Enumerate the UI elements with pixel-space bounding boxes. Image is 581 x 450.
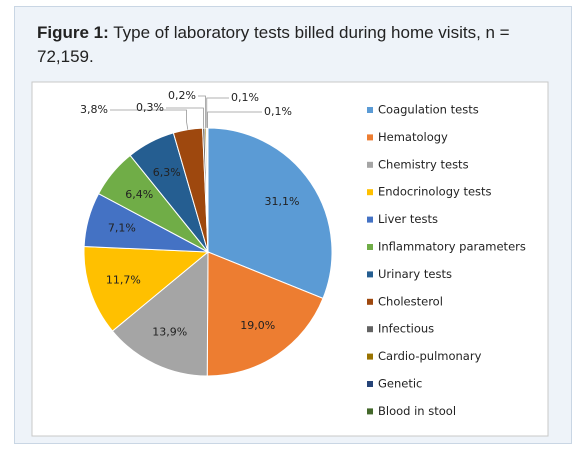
legend-swatch	[367, 298, 373, 305]
legend-swatch	[367, 161, 373, 168]
data-label: 6,3%	[153, 166, 181, 179]
legend-label: Cholesterol	[378, 294, 443, 308]
data-label: 0,1%	[264, 105, 292, 118]
data-label: 0,3%	[136, 101, 164, 114]
data-label: 13,9%	[152, 326, 187, 339]
legend-swatch	[367, 134, 373, 141]
legend-swatch	[367, 107, 373, 113]
legend-swatch	[367, 353, 373, 360]
legend-swatch	[367, 189, 373, 196]
data-label: 3,8%	[80, 103, 108, 116]
title-text: Type of laboratory tests billed during h…	[37, 23, 510, 66]
legend-swatch	[367, 271, 373, 278]
legend-label: Infectious	[378, 322, 434, 336]
legend-swatch	[367, 408, 373, 415]
data-label: 31,1%	[265, 195, 300, 208]
legend-label: Liver tests	[378, 212, 438, 226]
legend-label: Hematology	[378, 130, 448, 144]
legend-swatch	[367, 326, 373, 333]
legend-label: Cardio-pulmonary	[378, 349, 482, 363]
leader-line	[207, 111, 262, 129]
pie-slice	[206, 251, 324, 377]
legend-label: Genetic	[378, 377, 422, 391]
leader-line	[206, 97, 229, 129]
legend-swatch	[367, 216, 373, 223]
data-label: 11,7%	[106, 273, 141, 286]
pie-slice	[83, 246, 210, 332]
pie-slice	[207, 127, 333, 300]
legend-label: Chemistry tests	[378, 157, 469, 171]
legend-swatch	[367, 244, 373, 250]
leader-line	[166, 107, 205, 129]
data-label: 0,2%	[168, 89, 196, 102]
title-prefix: Figure 1:	[37, 23, 109, 42]
legend-label: Endocrinology tests	[378, 185, 492, 199]
pie-slice	[111, 250, 209, 377]
legend-label: Urinary tests	[378, 267, 452, 281]
legend-label: Blood in stool	[378, 404, 456, 418]
data-label: 0,1%	[231, 91, 259, 104]
legend-label: Inflammatory parameters	[378, 240, 526, 254]
data-label: 19,0%	[240, 319, 275, 332]
data-label: 6,4%	[125, 188, 153, 201]
figure-title: Figure 1: Type of laboratory tests bille…	[37, 21, 557, 69]
legend-label: Coagulation tests	[378, 103, 479, 117]
data-label: 7,1%	[108, 221, 136, 234]
leader-line	[110, 109, 189, 130]
legend-swatch	[367, 381, 373, 387]
leader-line	[198, 95, 207, 129]
